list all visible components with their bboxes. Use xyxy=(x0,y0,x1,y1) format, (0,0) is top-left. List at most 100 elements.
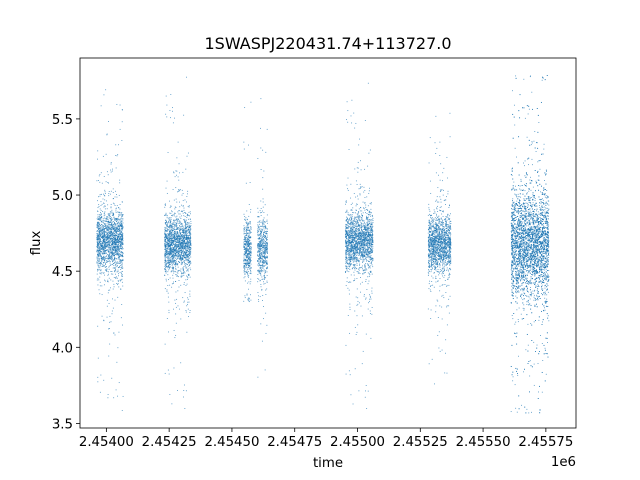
data-point xyxy=(101,257,103,259)
data-point xyxy=(114,256,116,258)
data-point xyxy=(110,227,112,229)
data-point xyxy=(169,255,171,257)
data-point xyxy=(263,265,265,267)
data-point xyxy=(350,222,352,224)
data-point xyxy=(101,226,103,228)
data-point xyxy=(249,221,251,223)
data-point xyxy=(189,276,191,278)
data-point xyxy=(181,237,183,239)
data-point xyxy=(105,239,107,240)
data-point xyxy=(263,251,265,253)
data-point xyxy=(244,247,246,249)
data-point xyxy=(188,225,190,227)
data-point xyxy=(176,247,177,249)
data-point xyxy=(169,262,171,263)
data-point xyxy=(99,250,101,252)
data-point xyxy=(175,264,177,266)
data-point xyxy=(175,322,177,324)
data-point xyxy=(115,263,117,265)
data-point xyxy=(164,261,166,263)
data-point xyxy=(99,222,101,224)
data-point xyxy=(186,237,188,239)
data-point xyxy=(108,231,110,233)
data-point xyxy=(266,248,268,250)
data-point xyxy=(121,228,123,230)
data-point xyxy=(259,225,261,227)
data-point xyxy=(116,220,118,222)
data-point xyxy=(185,229,187,231)
data-point xyxy=(171,252,173,254)
data-point xyxy=(188,253,190,255)
data-point xyxy=(105,269,107,271)
data-point xyxy=(190,249,192,251)
data-point xyxy=(183,207,185,209)
data-point xyxy=(260,235,262,237)
data-point xyxy=(171,260,173,262)
data-point xyxy=(118,236,120,238)
data-point xyxy=(116,254,117,256)
data-point xyxy=(119,223,121,225)
data-point xyxy=(107,229,108,230)
data-point xyxy=(363,235,365,237)
data-point xyxy=(112,227,114,229)
data-point xyxy=(103,236,105,237)
data-point xyxy=(262,219,264,221)
data-point xyxy=(114,223,116,225)
data-point xyxy=(118,248,120,250)
data-point xyxy=(266,237,268,238)
data-point xyxy=(265,252,266,254)
data-point xyxy=(109,220,111,222)
data-point xyxy=(188,230,190,232)
data-point xyxy=(257,260,258,261)
data-point xyxy=(175,256,177,258)
data-point xyxy=(266,248,268,250)
data-point xyxy=(349,374,351,376)
data-point xyxy=(259,262,261,263)
data-point xyxy=(177,241,179,243)
data-point xyxy=(262,318,264,320)
data-point xyxy=(267,252,268,254)
data-point xyxy=(98,255,100,257)
data-point xyxy=(245,264,247,266)
data-point xyxy=(168,219,170,221)
data-point xyxy=(247,250,249,252)
data-point xyxy=(177,239,179,241)
data-point xyxy=(115,224,117,226)
data-point xyxy=(264,275,265,277)
data-point xyxy=(175,255,177,257)
data-point xyxy=(117,221,119,223)
data-point xyxy=(250,281,252,283)
data-point xyxy=(110,273,112,275)
data-point xyxy=(171,267,173,269)
data-point xyxy=(97,284,99,286)
data-point xyxy=(189,261,191,263)
data-point xyxy=(190,251,192,253)
data-point xyxy=(101,237,103,239)
data-point xyxy=(179,269,181,271)
data-point xyxy=(108,230,110,232)
data-point xyxy=(97,264,99,266)
data-point xyxy=(266,239,268,241)
data-point xyxy=(189,241,191,243)
data-point xyxy=(352,233,354,235)
data-point xyxy=(244,240,246,242)
data-point xyxy=(248,244,250,246)
data-point xyxy=(245,235,247,237)
data-point xyxy=(185,236,187,238)
data-point xyxy=(182,255,184,257)
data-point xyxy=(168,251,170,253)
data-point xyxy=(357,212,359,214)
data-point xyxy=(96,231,98,233)
data-point xyxy=(120,252,122,253)
data-point xyxy=(352,254,354,256)
data-point xyxy=(107,218,109,220)
data-point xyxy=(174,251,176,253)
data-point xyxy=(263,265,265,267)
data-point xyxy=(259,240,261,242)
data-point xyxy=(250,257,252,259)
data-point xyxy=(370,255,372,257)
data-point xyxy=(189,228,191,230)
data-point xyxy=(188,234,190,236)
data-point xyxy=(347,189,349,191)
data-point xyxy=(114,228,115,230)
